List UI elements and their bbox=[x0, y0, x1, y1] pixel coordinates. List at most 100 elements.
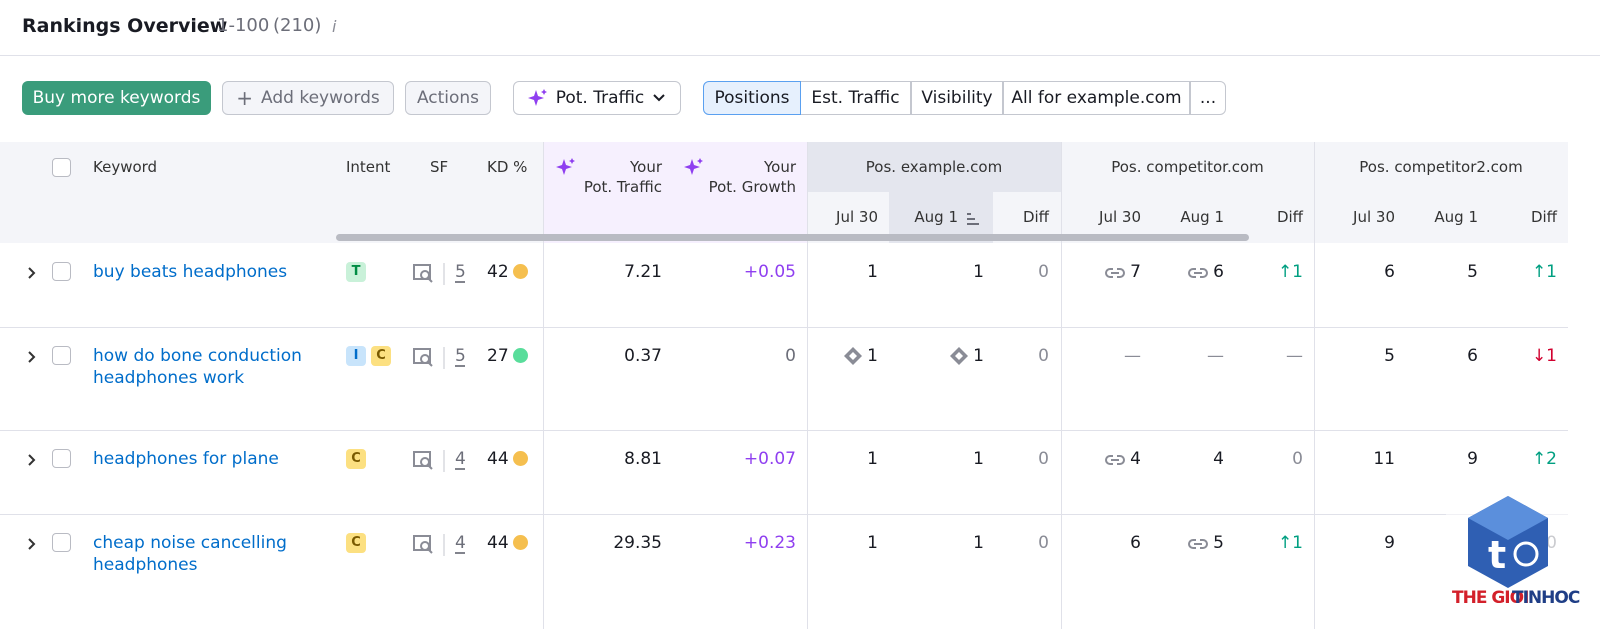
dropdown[interactable]: Pot. Traffic bbox=[513, 81, 681, 115]
kd-value: 27 bbox=[487, 346, 509, 366]
expand-chevron[interactable] bbox=[26, 265, 38, 284]
watermark-logo: t bbox=[1466, 494, 1550, 594]
position-cell: 1 bbox=[867, 262, 878, 282]
tab[interactable]: Est. Traffic bbox=[800, 81, 911, 115]
pot-growth: +0.23 bbox=[743, 533, 796, 553]
position-cell: 4 bbox=[1130, 449, 1141, 469]
row-divider bbox=[0, 430, 1568, 431]
sf-count[interactable]: 4 bbox=[455, 533, 466, 553]
col-header: Your bbox=[629, 158, 662, 176]
sf-count[interactable]: 4 bbox=[455, 449, 466, 469]
position-cell: 1 bbox=[867, 533, 878, 553]
position-cell: 0 bbox=[1038, 533, 1049, 553]
col-divider bbox=[807, 142, 808, 629]
intent-badge: C bbox=[371, 346, 391, 366]
position-cell: 4 bbox=[1213, 449, 1224, 469]
tab[interactable]: All for example.com bbox=[1003, 81, 1190, 115]
sub-header: Jul 30 bbox=[1099, 208, 1141, 226]
pot-header-bg bbox=[543, 142, 807, 243]
keyword-link[interactable]: headphones for plane bbox=[93, 449, 279, 469]
keyword-link[interactable]: cheap noise cancelling headphones bbox=[93, 533, 287, 575]
keyword-link[interactable]: buy beats headphones bbox=[93, 262, 288, 282]
info: i bbox=[332, 17, 337, 36]
position-cell: 1 bbox=[867, 346, 878, 366]
sf-count[interactable]: 5 bbox=[455, 262, 466, 282]
kd-dot bbox=[513, 348, 528, 363]
row-divider bbox=[0, 514, 1568, 515]
pot-traffic: 0.37 bbox=[624, 346, 662, 366]
position-cell: 6 bbox=[1467, 346, 1478, 366]
pot-traffic: 29.35 bbox=[613, 533, 662, 553]
watermark-text: TINHOC bbox=[1512, 588, 1580, 608]
position-cell: 6 bbox=[1213, 262, 1224, 282]
position-cell: 6 bbox=[1130, 533, 1141, 553]
checkbox[interactable] bbox=[52, 346, 71, 365]
intent-badge: T bbox=[346, 262, 366, 282]
pot-traffic: 8.81 bbox=[624, 449, 662, 469]
checkbox[interactable] bbox=[52, 262, 71, 281]
position-cell: ↓1 bbox=[1531, 346, 1557, 366]
button-label: Actions bbox=[416, 88, 480, 108]
position-cell: 5 bbox=[1467, 262, 1478, 282]
kd-value: 42 bbox=[487, 262, 509, 282]
position-cell: 1 bbox=[867, 449, 878, 469]
sort-icon bbox=[966, 210, 980, 229]
kd-value: 44 bbox=[487, 533, 509, 553]
row-divider bbox=[0, 327, 1568, 328]
position-cell: 9 bbox=[1467, 449, 1478, 469]
pot-growth: +0.05 bbox=[743, 262, 796, 282]
tab[interactable]: Positions bbox=[703, 81, 801, 115]
sub-header: Aug 1 bbox=[914, 208, 958, 226]
keyword-link[interactable]: how do bone conduction headphones work bbox=[93, 346, 302, 388]
button-label: Add keywords bbox=[261, 88, 380, 108]
position-cell: — bbox=[1207, 346, 1224, 366]
position-cell: 5 bbox=[1213, 533, 1224, 553]
checkbox[interactable] bbox=[52, 449, 71, 468]
intent-badge: C bbox=[346, 449, 366, 469]
col-divider bbox=[543, 142, 544, 629]
watermark-text: THE GIOI bbox=[1452, 588, 1529, 608]
expand-chevron[interactable] bbox=[26, 349, 38, 368]
position-cell: ↑2 bbox=[1531, 449, 1557, 469]
position-cell: — bbox=[1124, 346, 1141, 366]
position-cell: ↑1 bbox=[1531, 262, 1557, 282]
position-cell: 9 bbox=[1384, 533, 1395, 553]
sf-icon bbox=[413, 347, 447, 373]
col-header: Pot. Traffic bbox=[583, 178, 662, 196]
col-divider bbox=[1061, 142, 1062, 629]
intent-badge: C bbox=[346, 533, 366, 553]
kd-dot bbox=[513, 264, 528, 279]
sub-header: Diff bbox=[1276, 208, 1303, 226]
sub-header: Jul 30 bbox=[836, 208, 878, 226]
position-cell: — bbox=[1286, 346, 1303, 366]
chevron bbox=[653, 94, 666, 102]
position-cell: 7 bbox=[1130, 262, 1141, 282]
sub-header: Aug 1 bbox=[1180, 208, 1224, 226]
checkbox[interactable] bbox=[52, 158, 71, 177]
position-cell: 1 bbox=[973, 262, 984, 282]
col-header: Intent bbox=[346, 158, 391, 176]
kd-value: 44 bbox=[487, 449, 509, 469]
kd-dot bbox=[513, 451, 528, 466]
sub-header: Jul 30 bbox=[1353, 208, 1395, 226]
toolbar-button[interactable]: + Add keywords bbox=[222, 81, 394, 115]
position-cell: 0 bbox=[1038, 262, 1049, 282]
dropdown-label: Pot. Traffic bbox=[555, 88, 645, 108]
tab[interactable]: ... bbox=[1190, 81, 1226, 115]
pot-growth: 0 bbox=[785, 346, 796, 366]
expand-chevron[interactable] bbox=[26, 536, 38, 555]
group-header: Pos. competitor.com bbox=[1111, 158, 1264, 176]
expand-chevron[interactable] bbox=[26, 452, 38, 471]
plus-icon: + bbox=[236, 86, 254, 110]
sparkle-icon bbox=[684, 157, 704, 181]
position-cell: 1 bbox=[973, 533, 984, 553]
toolbar-button[interactable]: Buy more keywords bbox=[22, 81, 211, 115]
tab[interactable]: Visibility bbox=[911, 81, 1003, 115]
col-header: SF bbox=[430, 158, 449, 176]
sf-count[interactable]: 5 bbox=[455, 346, 466, 366]
checkbox[interactable] bbox=[52, 533, 71, 552]
kd-dot bbox=[513, 535, 528, 550]
toolbar-button[interactable]: Actions bbox=[405, 81, 491, 115]
group-header: Pos. example.com bbox=[865, 158, 1003, 176]
sub-header: Aug 1 bbox=[1434, 208, 1478, 226]
